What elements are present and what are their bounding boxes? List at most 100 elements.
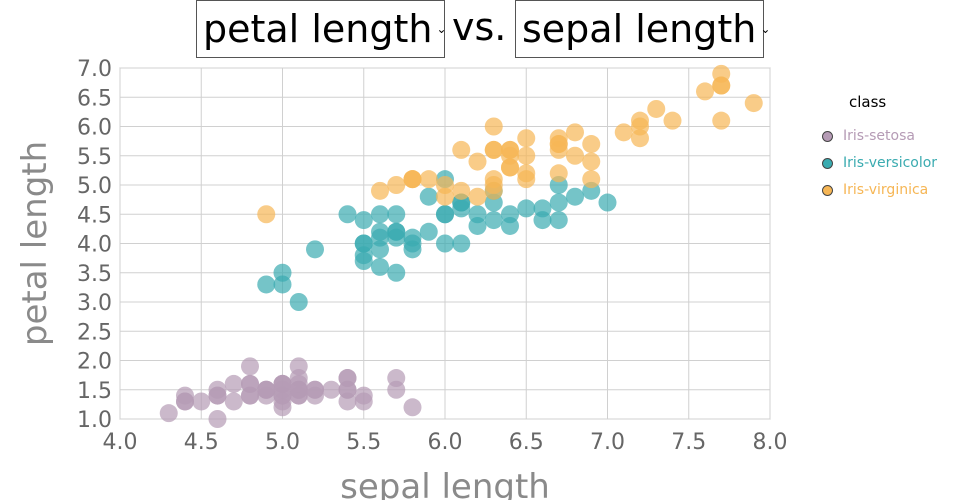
data-point — [241, 357, 259, 376]
data-point — [452, 234, 471, 253]
data-point — [712, 111, 731, 130]
data-point — [436, 234, 454, 253]
data-point — [549, 193, 568, 212]
legend-item-setosa[interactable]: Iris-setosa — [822, 128, 915, 144]
legend-label: Iris-versicolor — [843, 155, 938, 171]
data-point — [484, 140, 503, 159]
legend-item-versicolor[interactable]: Iris-versicolor — [822, 155, 937, 171]
data-point — [403, 234, 422, 253]
data-point — [371, 222, 389, 241]
data-point — [403, 398, 422, 417]
data-point — [517, 129, 536, 148]
y-tick-label: 5.5 — [77, 145, 112, 170]
y-tick-label: 7.0 — [77, 57, 112, 82]
x-tick-label: 7.5 — [671, 430, 706, 455]
data-point — [452, 181, 471, 200]
data-point — [403, 170, 422, 189]
data-point — [468, 187, 487, 206]
data-point — [387, 176, 406, 194]
data-point — [371, 205, 389, 224]
x-tick-label: 4.0 — [103, 430, 138, 455]
y-tick-label: 1.5 — [77, 379, 112, 404]
data-point — [468, 152, 487, 171]
data-point — [598, 193, 617, 212]
chevron-down-icon: ⌄ — [760, 22, 771, 36]
data-point — [452, 140, 471, 159]
y-tick-label: 6.0 — [77, 116, 112, 141]
y-tick-label: 2.5 — [77, 320, 112, 345]
data-point — [387, 205, 406, 224]
data-point — [566, 187, 584, 206]
data-point — [582, 152, 601, 171]
legend-title: class — [849, 93, 887, 111]
data-point — [289, 374, 308, 393]
data-point — [549, 164, 568, 183]
data-point — [436, 205, 454, 224]
data-point — [306, 240, 324, 259]
data-point — [322, 380, 341, 399]
y-tick-label: 6.5 — [77, 86, 112, 111]
data-point — [289, 293, 308, 311]
data-point — [224, 392, 243, 411]
data-point — [208, 410, 227, 428]
data-point — [257, 205, 276, 224]
data-point — [614, 123, 633, 142]
legend-item-virginica[interactable]: Iris-virginica — [822, 182, 928, 198]
data-point — [257, 380, 276, 399]
data-point — [354, 392, 373, 411]
data-point — [241, 386, 259, 405]
data-point — [338, 205, 357, 224]
vs-label: vs. — [452, 5, 507, 49]
data-point — [549, 211, 568, 230]
y-axis-select[interactable]: petal length ⌄ — [196, 0, 447, 58]
y-tick-label: 3.0 — [77, 291, 112, 316]
x-tick-label: 6.0 — [428, 430, 463, 455]
x-axis-label: sepal length — [340, 467, 550, 500]
x-tick-label: 8.0 — [753, 430, 788, 455]
y-tick-label: 4.5 — [77, 203, 112, 228]
data-point — [273, 275, 292, 294]
x-axis-select[interactable]: sepal length ⌄ — [515, 0, 770, 58]
data-point — [452, 199, 471, 218]
data-point — [371, 181, 389, 200]
y-axis-label: petal length — [15, 141, 55, 346]
data-point — [176, 392, 194, 411]
data-point — [387, 369, 406, 388]
data-point — [208, 386, 227, 405]
data-point — [419, 170, 438, 189]
x-tick-label: 7.0 — [590, 430, 625, 455]
legend-label: Iris-setosa — [843, 128, 915, 144]
data-point — [468, 216, 487, 235]
data-point — [436, 187, 454, 206]
data-point — [484, 117, 503, 136]
y-tick-label: 2.0 — [77, 350, 112, 375]
legend-label: Iris-virginica — [843, 182, 929, 198]
data-point — [387, 263, 406, 282]
data-point — [484, 176, 503, 194]
data-point — [224, 374, 243, 393]
data-point — [354, 234, 373, 253]
legend-swatch — [822, 157, 833, 169]
data-point — [159, 404, 178, 423]
data-point — [712, 76, 731, 95]
y-axis-select-value: petal length — [203, 7, 433, 51]
data-point — [696, 82, 714, 101]
data-point — [289, 357, 308, 376]
chevron-down-icon: ⌄ — [436, 22, 447, 36]
y-tick-label: 4.0 — [77, 233, 112, 258]
data-point — [501, 146, 519, 165]
x-tick-label: 6.5 — [509, 430, 544, 455]
data-point — [338, 380, 357, 399]
data-point — [744, 94, 763, 113]
data-point — [257, 275, 276, 294]
data-point — [549, 135, 568, 154]
legend-swatch — [822, 130, 833, 142]
data-point — [582, 170, 601, 189]
data-point — [663, 111, 682, 130]
data-point — [273, 386, 292, 405]
data-point — [517, 199, 536, 218]
data-point — [533, 211, 552, 230]
data-point — [631, 129, 649, 148]
x-axis-select-value: sepal length — [522, 7, 757, 51]
